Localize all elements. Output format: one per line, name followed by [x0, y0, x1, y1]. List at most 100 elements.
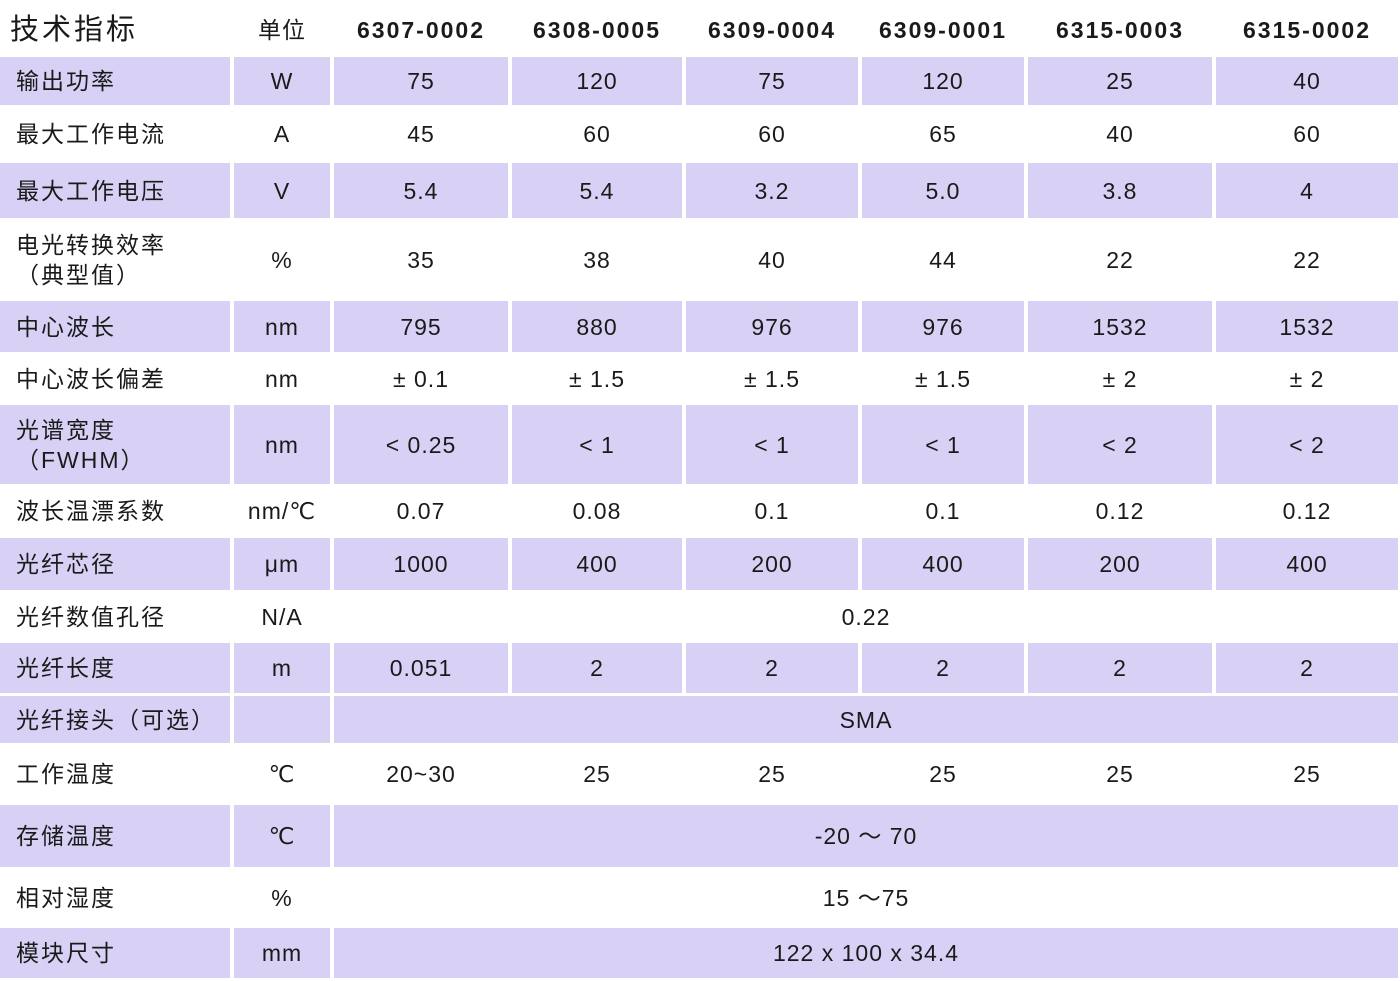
value-cell: 120 [512, 57, 682, 105]
row-label: 模块尺寸 [0, 928, 230, 978]
row-unit: ℃ [268, 761, 296, 787]
row-unit: nm [234, 405, 330, 484]
row-label: 电光转换效率 （典型值） [16, 231, 166, 288]
value-cell: 2 [686, 643, 858, 693]
value-cell: 0.12 [1282, 498, 1332, 524]
value-cell-merged: 122 x 100 x 34.4 [334, 928, 1398, 978]
value-cell: 0.051 [334, 643, 508, 693]
value-cell: 0.08 [572, 498, 622, 524]
model-header: 6315-0003 [1056, 17, 1184, 43]
value-cell: 0.1 [754, 498, 790, 524]
value-cell: 1000 [334, 538, 508, 590]
value-cell: ± 2 [1102, 365, 1138, 392]
value-cell: 60 [583, 121, 611, 147]
value-cell: 60 [1293, 121, 1321, 147]
row-unit: m [234, 643, 330, 693]
value-cell: 120 [862, 57, 1024, 105]
value-cell: 1532 [1028, 301, 1212, 352]
row-unit: mm [234, 928, 330, 978]
value-cell: 75 [334, 57, 508, 105]
value-cell: 25 [1293, 761, 1321, 787]
row-label: 最大工作电压 [0, 163, 230, 218]
model-header: 6308-0005 [533, 17, 661, 43]
row-unit: μm [234, 538, 330, 590]
header-title: 技术指标 [10, 14, 139, 46]
value-cell: 200 [686, 538, 858, 590]
row-unit: nm [234, 301, 330, 352]
value-cell: < 2 [1216, 405, 1398, 484]
row-unit: % [271, 884, 293, 911]
value-cell: 0.1 [925, 498, 961, 524]
value-cell: 976 [862, 301, 1024, 352]
header-unit: 单位 [258, 17, 306, 43]
value-cell: 795 [334, 301, 508, 352]
value-cell: ± 0.1 [393, 365, 449, 392]
model-header: 6315-0002 [1243, 17, 1371, 43]
value-cell: < 1 [862, 405, 1024, 484]
value-cell-merged: 15 ～75 [822, 884, 910, 911]
value-cell: 0.07 [396, 498, 446, 524]
row-unit: nm [265, 365, 299, 392]
value-cell: 3.8 [1028, 163, 1212, 218]
value-cell: ± 1.5 [744, 365, 800, 392]
value-cell: 2 [1216, 643, 1398, 693]
value-cell: 5.4 [334, 163, 508, 218]
row-label: 输出功率 [0, 57, 230, 105]
row-label: 相对湿度 [16, 884, 116, 911]
value-cell: 4 [1216, 163, 1398, 218]
value-cell: ± 1.5 [915, 365, 971, 392]
row-label: 中心波长 [0, 301, 230, 352]
value-cell: 2 [512, 643, 682, 693]
value-cell: 35 [407, 246, 435, 273]
value-cell: 0.12 [1095, 498, 1145, 524]
value-cell: 5.0 [862, 163, 1024, 218]
row-unit: nm/℃ [247, 498, 317, 524]
row-label: 光纤长度 [0, 643, 230, 693]
row-unit: W [234, 57, 330, 105]
value-cell: 400 [1216, 538, 1398, 590]
row-label: 最大工作电流 [16, 121, 166, 147]
value-cell: ± 1.5 [569, 365, 625, 392]
value-cell: 880 [512, 301, 682, 352]
row-unit: N/A [261, 603, 303, 630]
row-label: 波长温漂系数 [16, 498, 166, 524]
value-cell: 2 [862, 643, 1024, 693]
value-cell: 400 [862, 538, 1024, 590]
row-label: 光纤芯径 [0, 538, 230, 590]
value-cell: 60 [758, 121, 786, 147]
value-cell: < 1 [512, 405, 682, 484]
value-cell: 40 [1106, 121, 1134, 147]
value-cell: < 0.25 [334, 405, 508, 484]
value-cell: 200 [1028, 538, 1212, 590]
value-cell: 22 [1293, 246, 1321, 273]
model-header: 6307-0002 [357, 17, 485, 43]
value-cell: 45 [407, 121, 435, 147]
value-cell: 25 [758, 761, 786, 787]
value-cell-merged: SMA [334, 696, 1398, 743]
value-cell: 25 [583, 761, 611, 787]
value-cell: 22 [1106, 246, 1134, 273]
row-label: 光纤数值孔径 [16, 603, 166, 630]
row-unit: A [273, 121, 291, 147]
value-cell: 65 [929, 121, 957, 147]
value-cell: 976 [686, 301, 858, 352]
row-unit: % [271, 246, 293, 273]
value-cell: 20~30 [386, 761, 456, 787]
value-cell: 1532 [1216, 301, 1398, 352]
row-label: 工作温度 [16, 761, 116, 787]
value-cell: 3.2 [686, 163, 858, 218]
value-cell: 40 [1216, 57, 1398, 105]
value-cell: 40 [758, 246, 786, 273]
value-cell: ± 2 [1289, 365, 1325, 392]
value-cell: < 1 [686, 405, 858, 484]
value-cell: 25 [929, 761, 957, 787]
row-label: 光纤接头（可选） [0, 696, 230, 743]
value-cell: 75 [686, 57, 858, 105]
value-cell: 44 [929, 246, 957, 273]
value-cell: < 2 [1028, 405, 1212, 484]
value-cell: 5.4 [512, 163, 682, 218]
row-label: 中心波长偏差 [16, 365, 166, 392]
value-cell-merged: -20 ～ 70 [334, 805, 1398, 867]
value-cell: 400 [512, 538, 682, 590]
